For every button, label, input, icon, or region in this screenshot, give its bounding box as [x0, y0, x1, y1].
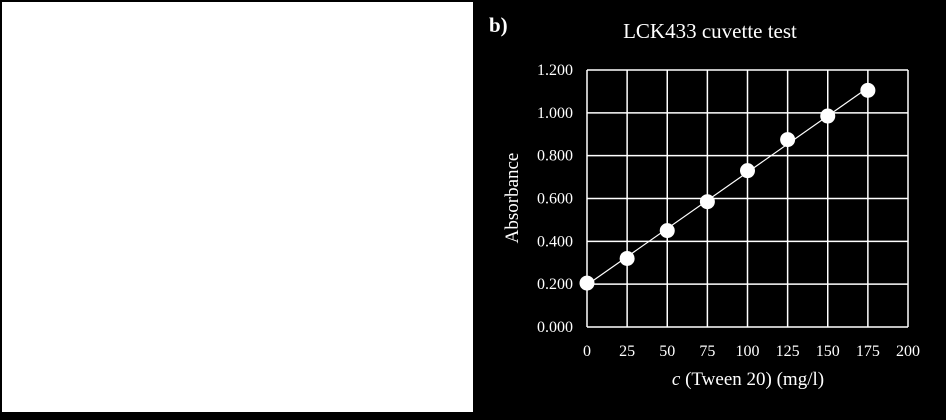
data-point — [780, 132, 796, 148]
x-tick-label: 100 — [736, 343, 760, 360]
data-point — [820, 108, 836, 124]
y-axis-label: Absorbance — [502, 153, 523, 244]
trendline-line — [586, 87, 869, 286]
chart-title: LCK433 cuvette test — [623, 19, 797, 43]
chart-panel: b) LCK433 cuvette test 0.000 0.200 0.400 0.… — [476, 0, 946, 415]
left-blank-panel — [1, 1, 474, 413]
x-tick-label: 125 — [776, 343, 800, 360]
y-tick-label: 0.600 — [537, 191, 573, 208]
x-axis-label-rest: (Tween 20) (mg/l) — [680, 369, 824, 390]
y-tick-label: 0.200 — [537, 276, 573, 293]
data-point — [579, 275, 595, 291]
x-tick-label: 25 — [619, 343, 635, 360]
y-tick-label: 1.000 — [537, 105, 573, 122]
x-tick-labels: 0 25 50 75 100 125 150 175 200 — [583, 343, 920, 360]
y-tick-label: 1.200 — [537, 62, 573, 79]
trendline — [586, 87, 869, 286]
data-point — [860, 82, 876, 98]
x-tick-label: 75 — [699, 343, 715, 360]
x-axis-label-italic: c — [672, 369, 681, 390]
x-tick-label: 0 — [583, 343, 591, 360]
data-point — [699, 194, 715, 210]
panel-tag: b) — [489, 13, 508, 37]
y-tick-label: 0.800 — [537, 148, 573, 165]
x-tick-label: 150 — [816, 343, 840, 360]
x-tick-label: 50 — [659, 343, 675, 360]
chart-svg: b) LCK433 cuvette test 0.0000.2000.4000.… — [489, 13, 920, 390]
data-point — [740, 163, 755, 179]
y-tick-labels: 0.000 0.200 0.400 0.600 0.800 1.000 1.200 — [537, 62, 573, 336]
grid-lines — [586, 69, 909, 328]
data-points — [579, 82, 876, 291]
x-axis-label: c (Tween 20) (mg/l) — [672, 369, 824, 390]
y-tick-label: 0.400 — [537, 233, 573, 250]
data-point — [659, 223, 675, 239]
y-tick-label: 0.000 — [537, 319, 573, 336]
x-tick-label: 200 — [896, 343, 920, 360]
data-point — [619, 250, 635, 266]
x-tick-label: 175 — [856, 343, 880, 360]
